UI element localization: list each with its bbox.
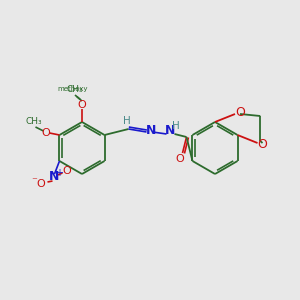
Text: CH₃: CH₃ <box>25 116 42 125</box>
Text: ⁻: ⁻ <box>32 176 38 186</box>
Text: O: O <box>36 179 45 189</box>
Text: O: O <box>62 166 71 176</box>
Text: O: O <box>235 106 245 118</box>
Text: N: N <box>146 124 157 136</box>
Text: O: O <box>78 100 86 110</box>
Text: +: + <box>56 168 64 178</box>
Text: N: N <box>49 170 60 184</box>
Text: methoxy: methoxy <box>58 86 88 92</box>
Text: N: N <box>165 124 176 137</box>
Text: O: O <box>175 154 184 164</box>
Text: O: O <box>41 128 50 138</box>
Text: CH₃: CH₃ <box>67 85 83 94</box>
Text: O: O <box>258 139 268 152</box>
Text: H: H <box>123 116 130 126</box>
Text: H: H <box>172 121 179 131</box>
